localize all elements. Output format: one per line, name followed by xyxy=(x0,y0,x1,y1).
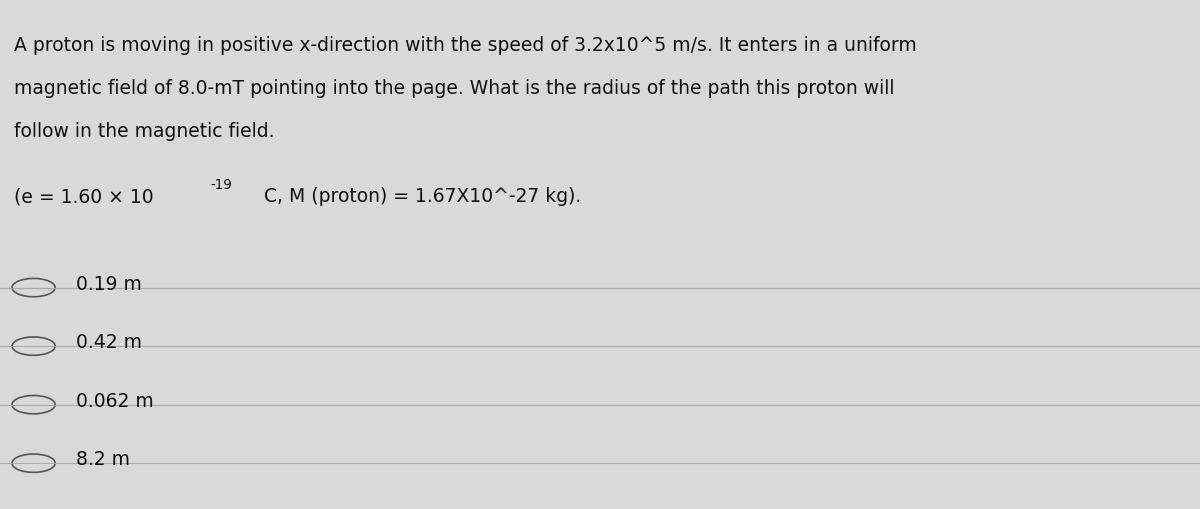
Text: 8.2 m: 8.2 m xyxy=(76,450,130,469)
Text: 0.062 m: 0.062 m xyxy=(76,392,154,411)
Text: 0.19 m: 0.19 m xyxy=(76,275,142,294)
Text: 0.42 m: 0.42 m xyxy=(76,333,142,352)
Text: C, M (proton) = 1.67X10^-27 kg).: C, M (proton) = 1.67X10^-27 kg). xyxy=(258,187,581,206)
Text: -19: -19 xyxy=(210,178,232,192)
Text: A proton is moving in positive x-direction with the speed of 3.2x10^5 m/s. It en: A proton is moving in positive x-directi… xyxy=(14,36,917,54)
Text: (e = 1.60 × 10: (e = 1.60 × 10 xyxy=(14,187,154,206)
Text: magnetic field of 8.0-mT pointing into the page. What is the radius of the path : magnetic field of 8.0-mT pointing into t… xyxy=(14,79,895,98)
Text: follow in the magnetic field.: follow in the magnetic field. xyxy=(14,122,275,141)
